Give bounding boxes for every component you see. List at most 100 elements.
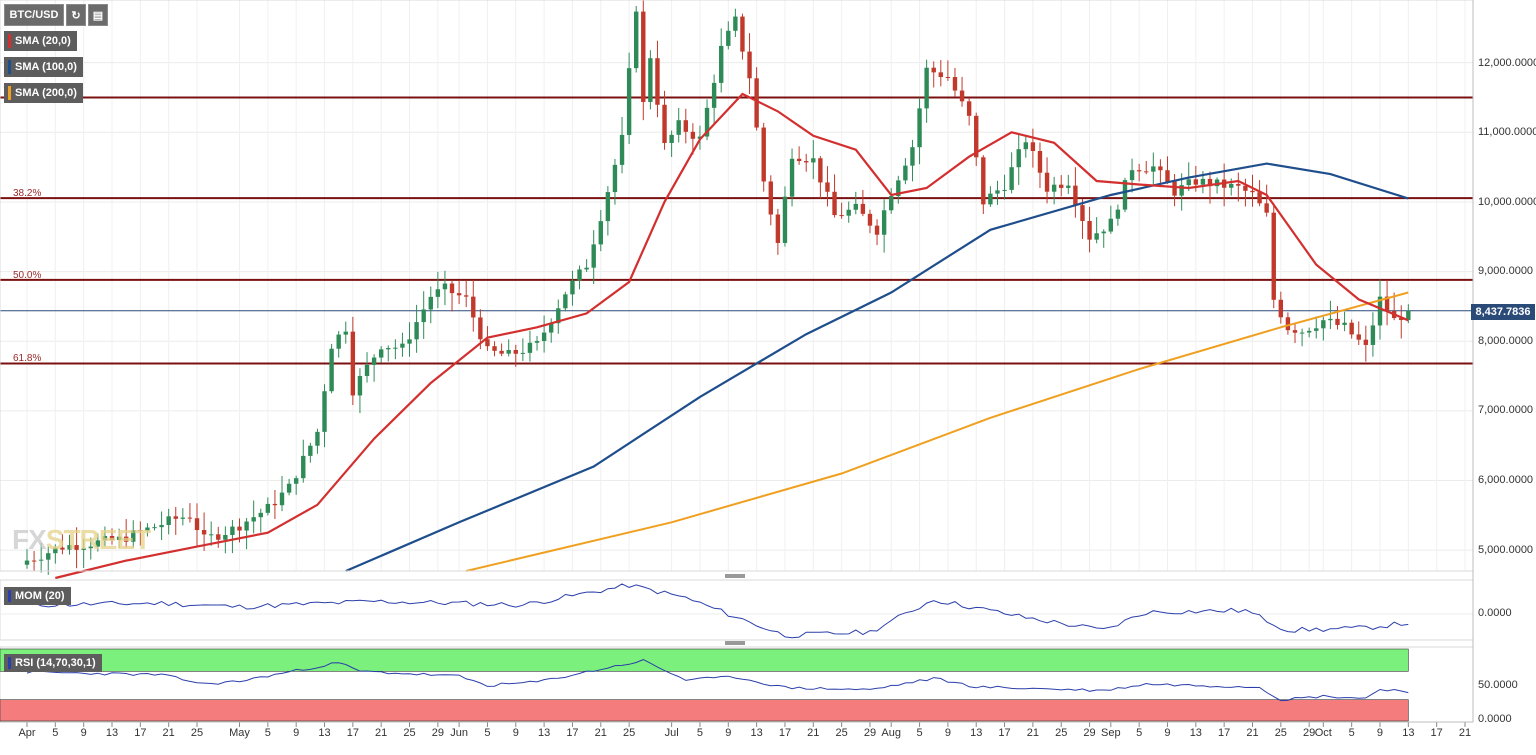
candle-body	[910, 147, 915, 166]
candle-body	[421, 309, 426, 323]
chart-settings-button[interactable]: ▤	[88, 4, 108, 26]
sma20-swatch	[8, 34, 11, 48]
legend-sma20[interactable]: SMA (20,0)	[4, 31, 77, 51]
candle-body	[46, 553, 51, 560]
rsi-label-tag[interactable]: RSI (14,70,30,1)	[4, 654, 102, 672]
legend-label: SMA (100,0)	[15, 61, 77, 73]
date-tick-label: 5	[264, 727, 271, 739]
candle-body	[1023, 142, 1029, 150]
candle-body	[123, 536, 129, 542]
candle-body	[435, 289, 441, 297]
sma20-line	[55, 92, 1409, 580]
candle-body	[1214, 179, 1220, 187]
candle-body	[1257, 192, 1262, 204]
candle-body	[711, 82, 717, 108]
rsi-overbought-zone	[0, 648, 1409, 672]
date-tick-label: 5	[1136, 727, 1143, 739]
wm-part1: FX	[12, 524, 47, 555]
candle-body	[1165, 170, 1170, 182]
fib-label-382: 38.2%	[13, 188, 42, 199]
candle-body	[1250, 190, 1255, 193]
candle-body	[981, 157, 986, 205]
candle-body	[995, 190, 1000, 194]
candle-body	[697, 136, 703, 139]
candle-body	[881, 210, 887, 235]
candle-body	[1179, 185, 1184, 196]
candle-body	[386, 348, 391, 350]
date-tick-label: 9	[512, 727, 519, 739]
candle-body	[669, 134, 674, 143]
date-tick-label: Jul	[664, 727, 679, 739]
refresh-button[interactable]: ↻	[66, 4, 86, 26]
price-tick: 6,000.0000	[1478, 474, 1534, 486]
candle-body	[719, 45, 724, 83]
legend-label: SMA (20,0)	[15, 35, 71, 47]
candle-body	[1059, 184, 1064, 188]
date-tick-label: 21	[162, 727, 175, 739]
bar-chart-icon: ▤	[92, 9, 104, 22]
candle-body	[1009, 167, 1014, 190]
candle-body	[541, 332, 547, 342]
candle-body	[173, 516, 178, 519]
rsi-label: RSI (14,70,30,1)	[15, 657, 96, 669]
legend-sma100[interactable]: SMA (100,0)	[4, 57, 83, 77]
candle-body	[223, 535, 228, 540]
date-tick-label: 17	[1218, 727, 1231, 739]
rsi-oversold-zone	[0, 699, 1409, 722]
price-tick: 9,000.0000	[1478, 265, 1534, 277]
legend-sma200[interactable]: SMA (200,0)	[4, 83, 83, 103]
candle-body	[1037, 150, 1043, 173]
price-tick: 5,000.0000	[1478, 544, 1534, 556]
mom-label-tag[interactable]: MOM (20)	[4, 587, 71, 605]
candle-body	[534, 341, 540, 343]
candle-body	[1066, 185, 1071, 188]
date-tick-label: 25	[190, 727, 204, 739]
candle-body	[315, 431, 320, 446]
candle-body	[959, 90, 965, 102]
candle-body	[1335, 318, 1340, 325]
candle-body	[563, 294, 568, 309]
candle-body	[1229, 183, 1234, 188]
candle-body	[612, 164, 618, 193]
sma100-line	[345, 162, 1409, 573]
candle-body	[152, 527, 157, 529]
date-tick-label: 21	[1458, 727, 1472, 739]
candle-body	[393, 347, 398, 349]
candle-body	[251, 517, 256, 522]
price-tick: 7,000.0000	[1478, 404, 1534, 416]
candle-body	[591, 244, 596, 268]
candle-body	[378, 349, 384, 358]
candle-body	[1314, 328, 1319, 331]
date-tick-label: 9	[725, 727, 732, 739]
candle-body	[53, 547, 58, 554]
candle-body	[952, 77, 958, 91]
candle-body	[966, 101, 972, 116]
candle-body	[301, 455, 306, 479]
date-tick-label: 21	[807, 727, 820, 739]
candle-body	[768, 181, 773, 215]
candle-body	[1172, 181, 1177, 196]
candle-body	[1406, 310, 1411, 321]
rsi-line	[26, 659, 1409, 702]
date-tick-label: 13	[537, 727, 551, 739]
date-tick-label: 21	[1246, 727, 1259, 739]
candle-body	[478, 317, 483, 340]
candle-body	[1328, 318, 1333, 321]
candle-body	[1080, 205, 1085, 221]
candle-body	[704, 107, 710, 137]
candle-body	[506, 350, 511, 354]
candle-body	[24, 560, 30, 565]
candle-body	[570, 280, 575, 295]
candle-body	[308, 445, 313, 456]
candle-body	[1136, 170, 1142, 172]
candle-body	[761, 127, 766, 182]
date-tick-label: 5	[1348, 727, 1355, 739]
date-tick-label: 17	[998, 727, 1011, 739]
candle-body	[1349, 322, 1354, 335]
symbol-button[interactable]: BTC/USD	[4, 4, 64, 26]
candle-body	[1306, 330, 1312, 333]
candle-body	[95, 540, 101, 547]
fib-label-500: 50.0%	[13, 270, 42, 281]
candle-body	[463, 295, 469, 297]
